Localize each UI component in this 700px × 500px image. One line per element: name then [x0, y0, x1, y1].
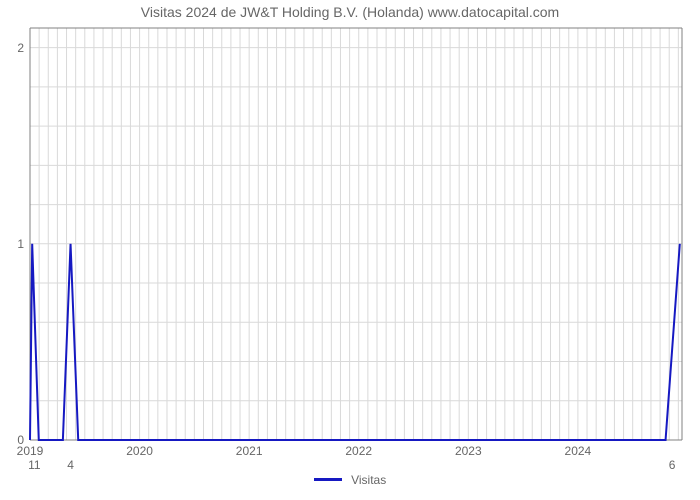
plot-area: 0122019202020212022202320241146 [30, 28, 682, 440]
point-value-label: 6 [669, 458, 676, 472]
chart-svg [30, 28, 682, 440]
x-tick-label: 2020 [126, 440, 153, 458]
y-tick-label: 2 [17, 41, 30, 55]
chart-title: Visitas 2024 de JW&T Holding B.V. (Holan… [0, 4, 700, 20]
x-tick-label: 2021 [236, 440, 263, 458]
legend-label: Visitas [351, 473, 386, 487]
legend: Visitas [0, 472, 700, 487]
x-tick-label: 2024 [565, 440, 592, 458]
point-value-label: 4 [67, 458, 74, 472]
x-tick-label: 2023 [455, 440, 482, 458]
y-tick-label: 1 [17, 237, 30, 251]
x-tick-label: 2022 [345, 440, 372, 458]
legend-swatch [314, 478, 342, 481]
visits-chart: Visitas 2024 de JW&T Holding B.V. (Holan… [0, 0, 700, 500]
series-line [30, 244, 680, 440]
x-tick-label: 2019 [17, 440, 44, 458]
point-value-label: 11 [28, 458, 40, 472]
